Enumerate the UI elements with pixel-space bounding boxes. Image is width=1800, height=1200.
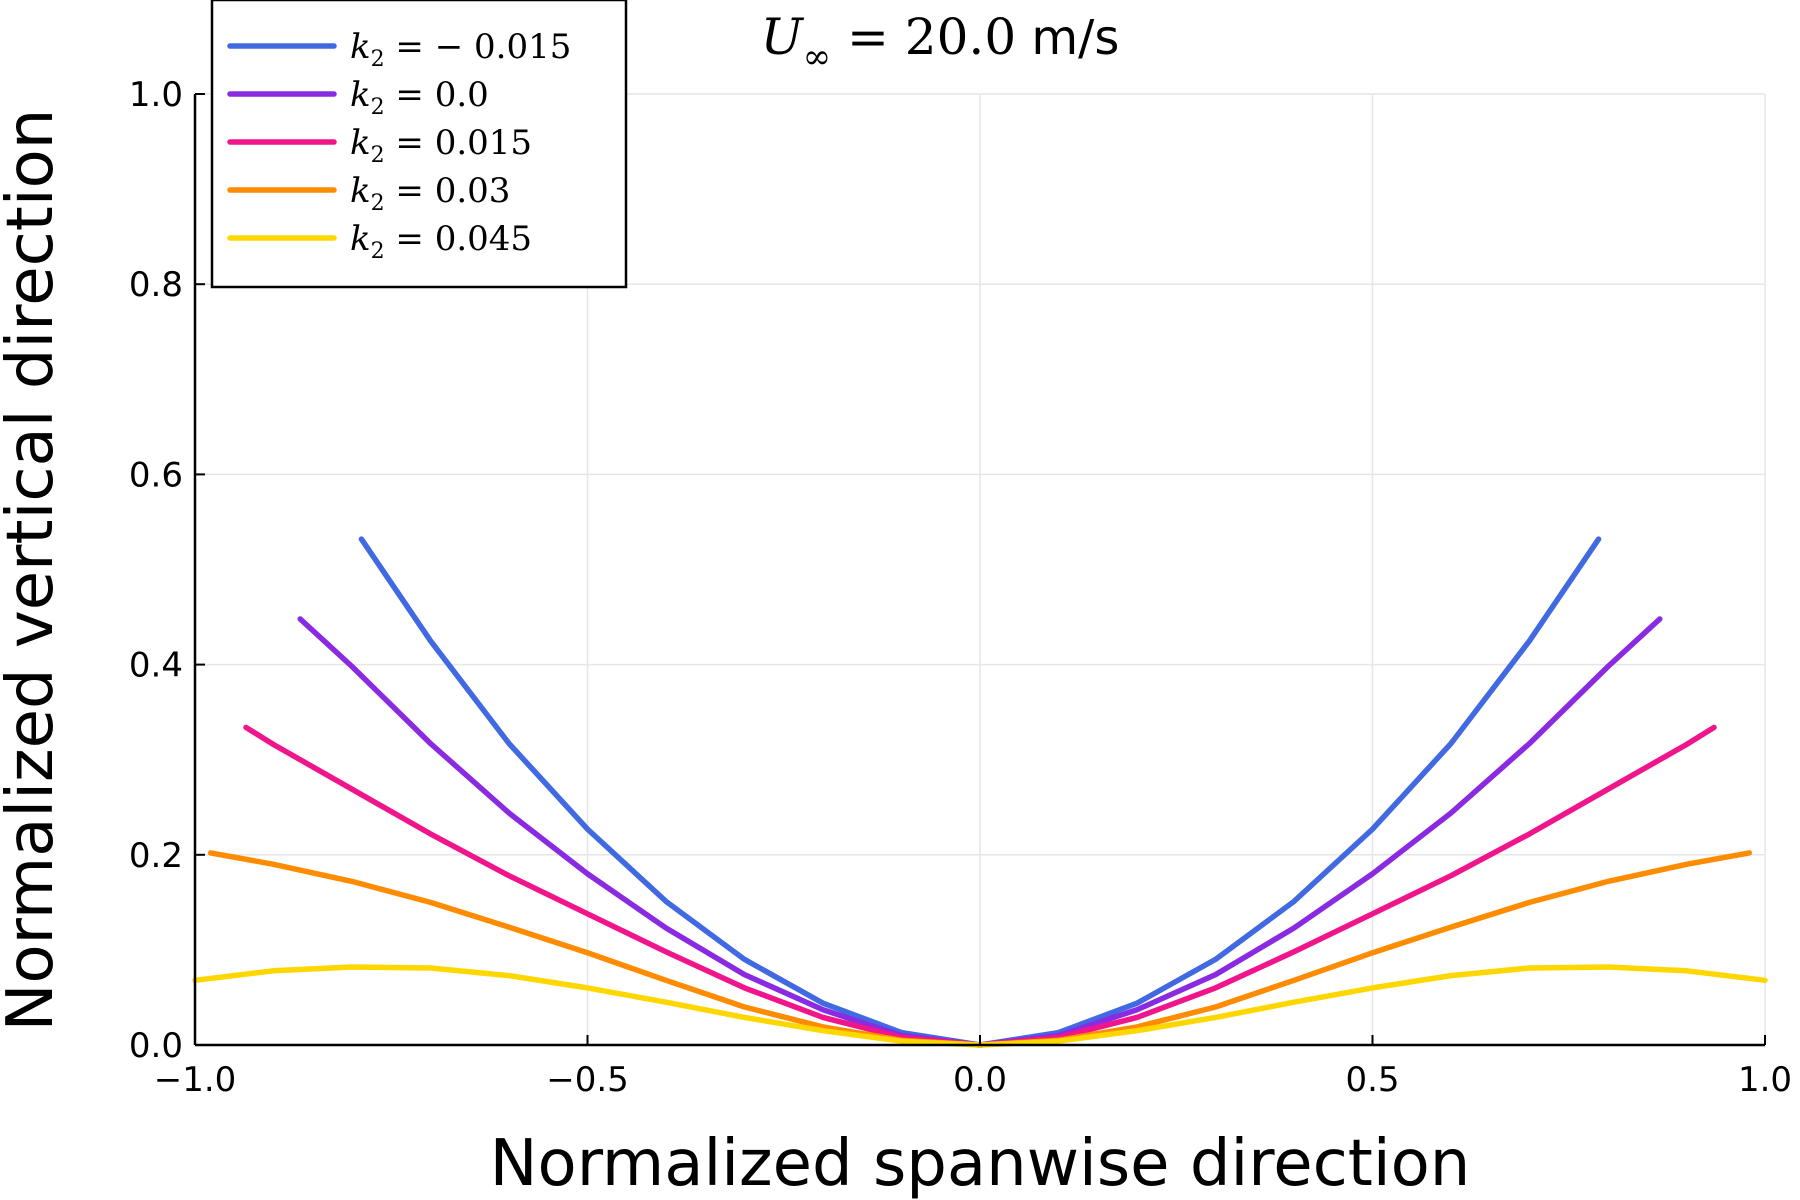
y-tick-label: 0.0: [129, 1026, 183, 1066]
y-tick-label: 0.8: [129, 265, 183, 305]
legend-label-2: k2 = 0.0: [350, 75, 489, 120]
x-tick-label: 0.0: [953, 1060, 1007, 1100]
legend-label-1: k2 = − 0.015: [350, 27, 571, 72]
y-tick-label: 0.6: [129, 455, 183, 495]
x-tick-label: −0.5: [546, 1060, 629, 1100]
y-tick-label: 0.2: [129, 836, 183, 876]
legend-label-3: k2 = 0.015: [350, 123, 532, 168]
title-value: = 20.0: [831, 8, 1016, 66]
x-tick-label: 0.5: [1345, 1060, 1399, 1100]
title-subscript: ∞: [803, 37, 831, 77]
ticks: −1.0 −0.5 0.0 0.5 1.0 0.0 0.2 0.4 0.6 0.8 1.0: [129, 75, 1792, 1100]
x-tick-label: 1.0: [1738, 1060, 1792, 1100]
legend-label-4: k2 = 0.03: [350, 171, 510, 216]
legend-label-5: k2 = 0.045: [350, 219, 532, 264]
x-axis-label: Normalized spanwise direction: [490, 1127, 1471, 1200]
title-unit: m/s: [1016, 10, 1119, 66]
grid-lines: [194, 93, 1766, 1046]
y-tick-label: 1.0: [129, 75, 183, 115]
x-tick-label: −1.0: [154, 1060, 237, 1100]
chart-title: U∞ = 20.0 m/s: [761, 8, 1120, 77]
y-axis-label: Normalized vertical direction: [0, 109, 68, 1032]
y-tick-label: 0.4: [129, 646, 183, 686]
title-symbol: U: [761, 8, 805, 66]
